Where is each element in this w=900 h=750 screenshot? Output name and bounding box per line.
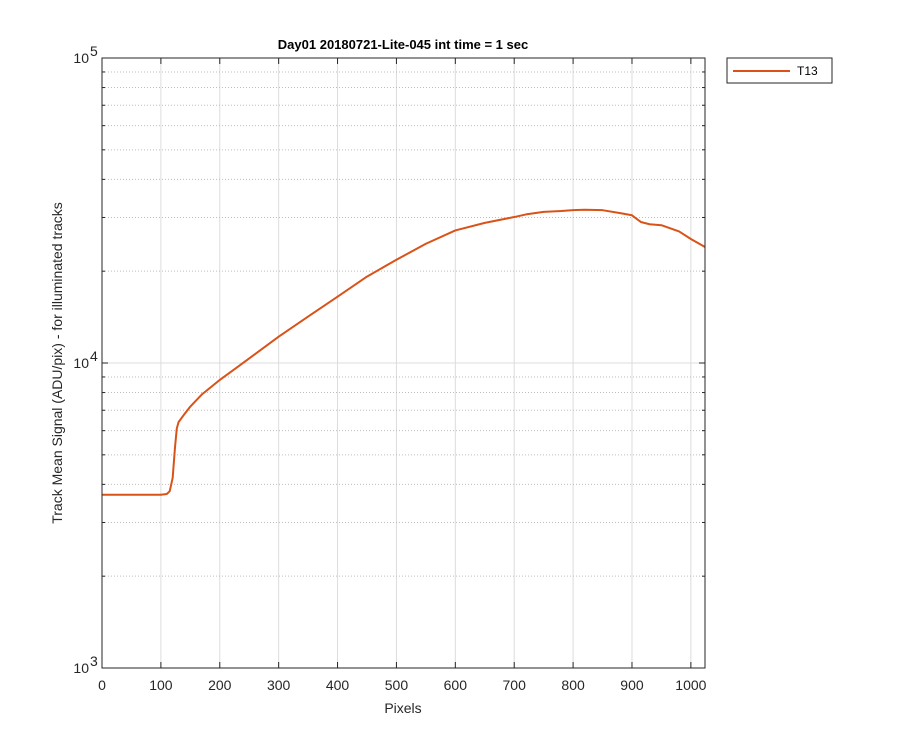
y-tick-label: 10 xyxy=(73,50,89,66)
x-tick-label: 1000 xyxy=(675,677,706,693)
x-tick-label: 100 xyxy=(149,677,173,693)
series-layer xyxy=(102,208,706,496)
y-tick-exponent: 4 xyxy=(90,348,98,364)
x-axis-label: Pixels xyxy=(384,700,421,716)
x-tick-label: 300 xyxy=(267,677,291,693)
x-tick-label: 700 xyxy=(503,677,527,693)
x-tick-label: 0 xyxy=(98,677,106,693)
y-tick-exponent: 5 xyxy=(90,43,98,59)
y-tick-base: 10 xyxy=(73,660,89,676)
x-tick-label: 200 xyxy=(208,677,232,693)
x-tick-label: 600 xyxy=(444,677,468,693)
x-tick-label: 900 xyxy=(620,677,644,693)
legend: T13 xyxy=(726,57,833,84)
chart-title: Day01 20180721-Lite-045 int time = 1 sec xyxy=(278,37,528,52)
y-tick-exponent: 3 xyxy=(90,653,98,669)
y-tick-base: 10 xyxy=(73,50,89,66)
series-line-t13 xyxy=(102,208,706,496)
x-tick-labels: 0 100 200 300 400 500 600 700 800 900 1000 xyxy=(98,677,707,693)
y-axis-label: Track Mean Signal (ADU/pix) - for illumi… xyxy=(49,202,65,524)
x-tick-label: 500 xyxy=(385,677,409,693)
ticks xyxy=(101,57,705,669)
y-tick-label: 10 xyxy=(73,355,89,371)
x-tick-label: 800 xyxy=(561,677,585,693)
legend-label-t13: T13 xyxy=(797,64,818,78)
y-tick-label: 10 xyxy=(73,660,89,676)
y-tick-base: 10 xyxy=(73,355,89,371)
x-tick-label: 400 xyxy=(326,677,350,693)
